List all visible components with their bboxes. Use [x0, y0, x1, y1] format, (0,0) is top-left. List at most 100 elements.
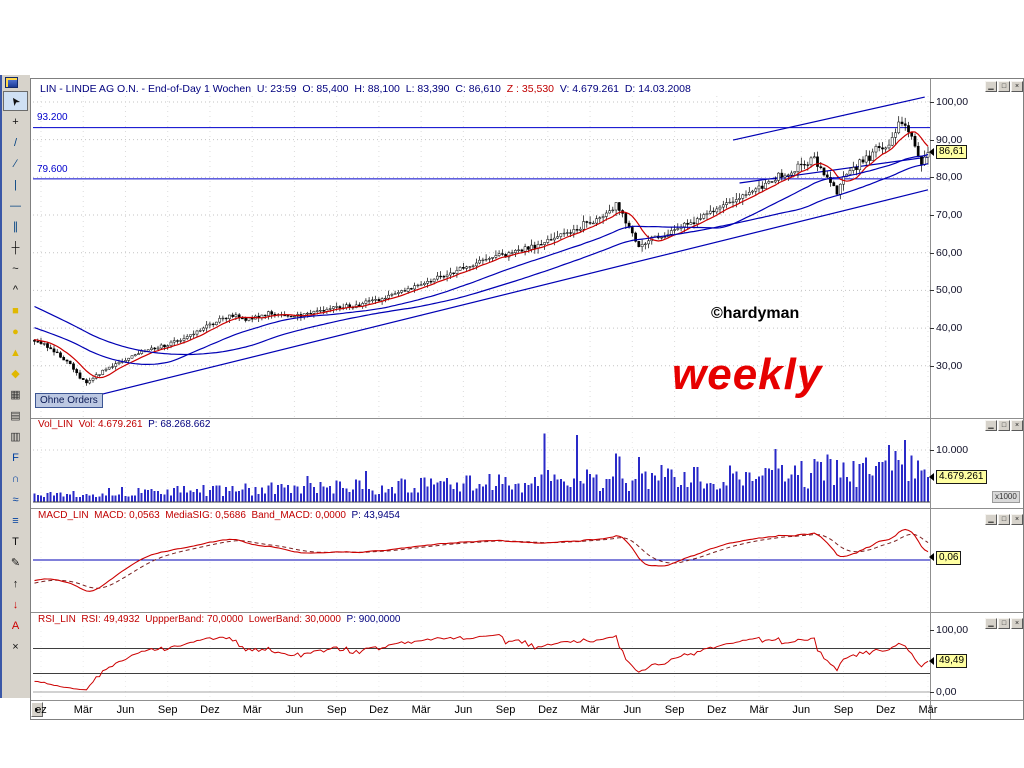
volume-panel-title: Vol_LIN Vol: 4.679.261 P: 68.268.662	[38, 419, 210, 431]
volume-maximize-button[interactable]: □	[998, 420, 1010, 431]
price-axis-tickmark	[930, 365, 934, 367]
rsi-indicator-values: RSI: 49,4932 UppperBand: 70,0000 LowerBa…	[75, 614, 341, 625]
cross-line-tool[interactable]: ┼	[3, 238, 28, 258]
polyline-tool[interactable]: ^	[3, 280, 28, 300]
diamond-tool[interactable]: ◆	[3, 364, 28, 384]
price-axis-tickmark	[930, 177, 934, 179]
trendline-tool[interactable]: /	[3, 133, 28, 153]
timeline-label: Jun	[792, 704, 811, 716]
macd-minimize-button[interactable]: ▁	[985, 514, 997, 525]
pointer-tool[interactable]: ➤	[3, 91, 28, 111]
main-title-volume-date: V: 4.679.261 D: 14.03.2008	[554, 83, 691, 95]
price-axis-tick: 30,00	[936, 359, 963, 372]
macd-chart-canvas[interactable]	[33, 522, 930, 610]
freehand-line-tool[interactable]: ~	[3, 259, 28, 279]
last-rsi-marker	[929, 657, 934, 665]
main-minimize-button[interactable]: ▁	[985, 81, 997, 92]
main-maximize-button[interactable]: □	[998, 81, 1010, 92]
parallel-channel-tool[interactable]: ∥	[3, 217, 28, 237]
quadrant-tool[interactable]: ▥	[3, 427, 28, 447]
watermark: ©hardyman	[711, 305, 800, 322]
delete-tool[interactable]: ×	[3, 637, 28, 657]
arc-tool-icon: ∩	[11, 473, 20, 485]
vertical-line-tool-icon: |	[14, 179, 17, 191]
horizontal-line-tool[interactable]: —	[3, 196, 28, 216]
panel-separator[interactable]	[31, 508, 1023, 509]
price-axis-tick: 50,00	[936, 284, 963, 297]
last-price-box: 86,61	[936, 145, 968, 159]
volume-axis-tick: 10.000	[936, 444, 969, 456]
rectangle-tool[interactable]: ■	[3, 301, 28, 321]
price-axis-tickmark	[930, 215, 934, 217]
timeline-scroll-button[interactable]: ▸	[31, 702, 43, 717]
main-chart-title: LIN - LINDE AG O.N. - End-of-Day 1 Woche…	[40, 83, 691, 95]
gann-tool-icon: ≈	[12, 494, 19, 506]
rsi-minimize-button[interactable]: ▁	[985, 618, 997, 629]
arc-tool[interactable]: ∩	[3, 469, 28, 489]
diamond-tool-icon: ◆	[11, 368, 20, 380]
label-tool-icon: A	[11, 620, 20, 632]
last-macd-marker	[929, 553, 934, 561]
rsi-maximize-button[interactable]: □	[998, 618, 1010, 629]
macd-panel-controls: ▁ □ ×	[985, 514, 1023, 525]
timeline-label: Jun	[454, 704, 473, 716]
resistance-level-label: 93.200	[37, 112, 68, 123]
volume-unit-label: x1000	[992, 491, 1020, 503]
volume-minimize-button[interactable]: ▁	[985, 420, 997, 431]
price-axis-tick: 40,00	[936, 322, 963, 335]
text-tool[interactable]: T	[3, 532, 28, 552]
table-tool[interactable]: ▦	[3, 385, 28, 405]
quadrant-tool-icon: ▥	[10, 431, 21, 443]
price-axis-tickmark	[930, 139, 934, 141]
ohne-orders-button[interactable]: Ohne Orders	[35, 393, 103, 408]
ellipse-tool[interactable]: ●	[3, 322, 28, 342]
ray-tool[interactable]: ∕	[3, 154, 28, 174]
trendline-tool-icon: /	[13, 137, 18, 149]
macd-maximize-button[interactable]: □	[998, 514, 1010, 525]
price-chart-canvas[interactable]	[33, 96, 930, 418]
last-macd-box: 0,06	[936, 551, 962, 565]
regression-tool-icon: ≡	[12, 515, 19, 527]
timeline-label: Dez	[200, 704, 220, 716]
panel-separator[interactable]	[31, 418, 1023, 419]
regression-tool[interactable]: ≡	[3, 511, 28, 531]
vertical-line-tool[interactable]: |	[3, 175, 28, 195]
triangle-tool-icon: ▲	[10, 347, 21, 359]
timeline-label: Dez	[538, 704, 558, 716]
panel-separator[interactable]	[31, 612, 1023, 613]
crosshair-tool[interactable]: +	[3, 112, 28, 132]
last-rsi-box: 49,49	[936, 654, 968, 668]
timeline-label: Dez	[707, 704, 727, 716]
arrow-down-tool[interactable]: ↓	[3, 595, 28, 615]
rsi-indicator-name: RSI_LIN	[38, 614, 76, 625]
rsi-axis-tickmark	[930, 630, 934, 631]
main-title-z-value: Z : 35,530	[506, 83, 554, 95]
grid-tool[interactable]: ▤	[3, 406, 28, 426]
fibonacci-tool[interactable]: F	[3, 448, 28, 468]
gann-tool[interactable]: ≈	[3, 490, 28, 510]
volume-axis-tickmark	[930, 450, 934, 451]
label-tool[interactable]: A	[3, 616, 28, 636]
rsi-chart-canvas[interactable]	[33, 626, 930, 697]
timeline-label: Jun	[623, 704, 642, 716]
arrow-up-tool-icon: ↑	[12, 578, 19, 590]
volume-chart-canvas[interactable]	[33, 432, 930, 503]
triangle-tool[interactable]: ▲	[3, 343, 28, 363]
rsi-close-button[interactable]: ×	[1011, 618, 1023, 629]
macd-close-button[interactable]: ×	[1011, 514, 1023, 525]
timeline-label: Mär	[580, 704, 600, 716]
rectangle-tool-icon: ■	[12, 305, 19, 317]
parallel-channel-tool-icon: ∥	[12, 221, 19, 233]
price-axis-tick: 100,00	[936, 96, 969, 108]
rsi-axis-bottom: 0,00	[936, 686, 957, 698]
pencil-tool[interactable]: ✎	[3, 553, 28, 573]
rsi-axis-tickmark	[930, 692, 934, 693]
main-close-button[interactable]: ×	[1011, 81, 1023, 92]
volume-close-button[interactable]: ×	[1011, 420, 1023, 431]
horizontal-line-tool-icon: —	[10, 200, 21, 212]
cross-line-tool-icon: ┼	[11, 242, 20, 254]
volume-panel-controls: ▁ □ ×	[985, 420, 1023, 431]
timeline-label: Sep	[157, 704, 178, 716]
last-price-marker	[929, 148, 934, 156]
arrow-up-tool[interactable]: ↑	[3, 574, 28, 594]
